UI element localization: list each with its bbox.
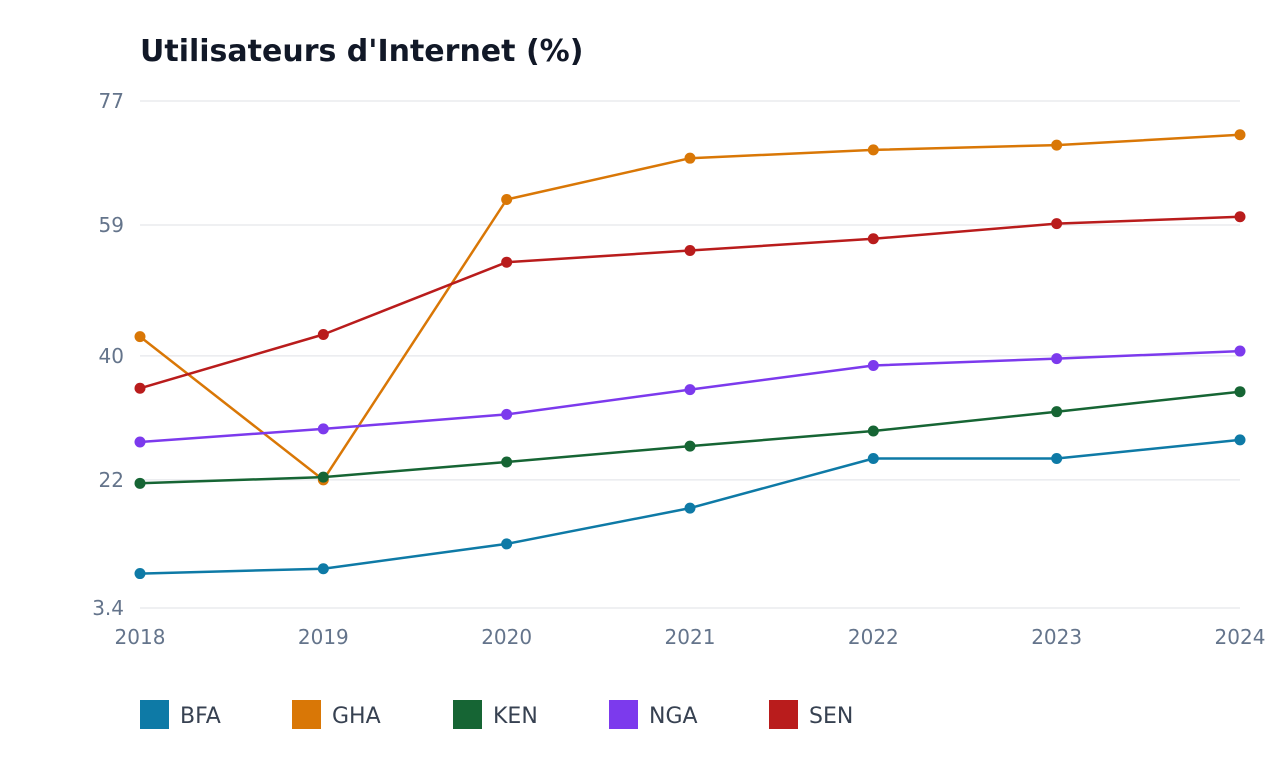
series-line xyxy=(139,349,1241,444)
y-axis-ticks: 3.4 22 40 59 77 xyxy=(92,89,124,620)
series-bfa xyxy=(134,434,1246,580)
data-point xyxy=(317,423,329,435)
legend-label: GHA xyxy=(332,704,381,729)
legend-item-sen: SEN xyxy=(769,700,853,729)
chart-title: Utilisateurs d'Internet (%) xyxy=(140,34,583,69)
legend-item-nga: NGA xyxy=(609,700,698,729)
data-point xyxy=(1051,406,1063,418)
data-point xyxy=(317,471,329,483)
x-tick-label: 2022 xyxy=(848,625,899,649)
legend-item-bfa: BFA xyxy=(140,700,221,729)
x-tick-label: 2018 xyxy=(115,625,166,649)
data-point xyxy=(317,563,329,575)
data-point xyxy=(684,152,696,164)
data-point xyxy=(1234,345,1246,357)
data-point xyxy=(134,436,146,448)
data-point xyxy=(134,477,146,489)
data-point xyxy=(867,233,879,245)
legend-swatch xyxy=(609,700,638,729)
data-point xyxy=(867,144,879,156)
grid-lines xyxy=(140,100,1240,609)
data-point xyxy=(501,256,513,268)
data-point xyxy=(684,384,696,396)
data-point xyxy=(1234,129,1246,141)
data-point xyxy=(134,331,146,343)
data-point xyxy=(134,568,146,580)
series-lines xyxy=(134,129,1246,580)
data-point xyxy=(501,408,513,420)
data-point xyxy=(684,244,696,256)
data-point xyxy=(1234,386,1246,398)
data-point xyxy=(501,194,513,206)
legend-label: SEN xyxy=(809,704,853,729)
x-tick-label: 2023 xyxy=(1031,625,1082,649)
data-point xyxy=(501,456,513,468)
legend-label: BFA xyxy=(180,704,221,729)
y-tick-label: 40 xyxy=(99,344,124,368)
legend-item-ken: KEN xyxy=(453,700,538,729)
series-gha xyxy=(134,129,1246,486)
legend-swatch xyxy=(140,700,169,729)
data-point xyxy=(684,440,696,452)
legend-swatch xyxy=(453,700,482,729)
x-tick-label: 2021 xyxy=(665,625,716,649)
series-nga xyxy=(134,345,1246,448)
x-tick-label: 2020 xyxy=(481,625,532,649)
series-ken xyxy=(134,386,1246,489)
data-point xyxy=(1051,139,1063,151)
x-tick-label: 2019 xyxy=(298,625,349,649)
series-line xyxy=(139,390,1241,485)
series-sen xyxy=(134,211,1246,394)
data-point xyxy=(684,502,696,514)
legend-label: KEN xyxy=(493,704,538,729)
data-point xyxy=(501,538,513,550)
y-tick-label: 3.4 xyxy=(92,596,124,620)
x-tick-label: 2024 xyxy=(1215,625,1266,649)
data-point xyxy=(1051,453,1063,465)
y-tick-label: 77 xyxy=(99,89,124,113)
data-point xyxy=(317,329,329,341)
data-point xyxy=(134,382,146,394)
legend-item-gha: GHA xyxy=(292,700,381,729)
legend: BFA GHA KEN NGA SEN xyxy=(140,700,853,729)
y-tick-label: 59 xyxy=(99,213,124,237)
data-point xyxy=(1234,211,1246,223)
data-point xyxy=(867,453,879,465)
x-axis-ticks: 2018 2019 2020 2021 2022 2023 2024 xyxy=(115,625,1266,649)
data-point xyxy=(1051,218,1063,230)
data-point xyxy=(867,360,879,372)
legend-label: NGA xyxy=(649,704,698,729)
series-line xyxy=(139,215,1241,390)
legend-swatch xyxy=(769,700,798,729)
series-line xyxy=(139,133,1241,482)
data-point xyxy=(1051,353,1063,365)
y-tick-label: 22 xyxy=(99,468,124,492)
legend-swatch xyxy=(292,700,321,729)
data-point xyxy=(867,425,879,437)
data-point xyxy=(1234,434,1246,446)
